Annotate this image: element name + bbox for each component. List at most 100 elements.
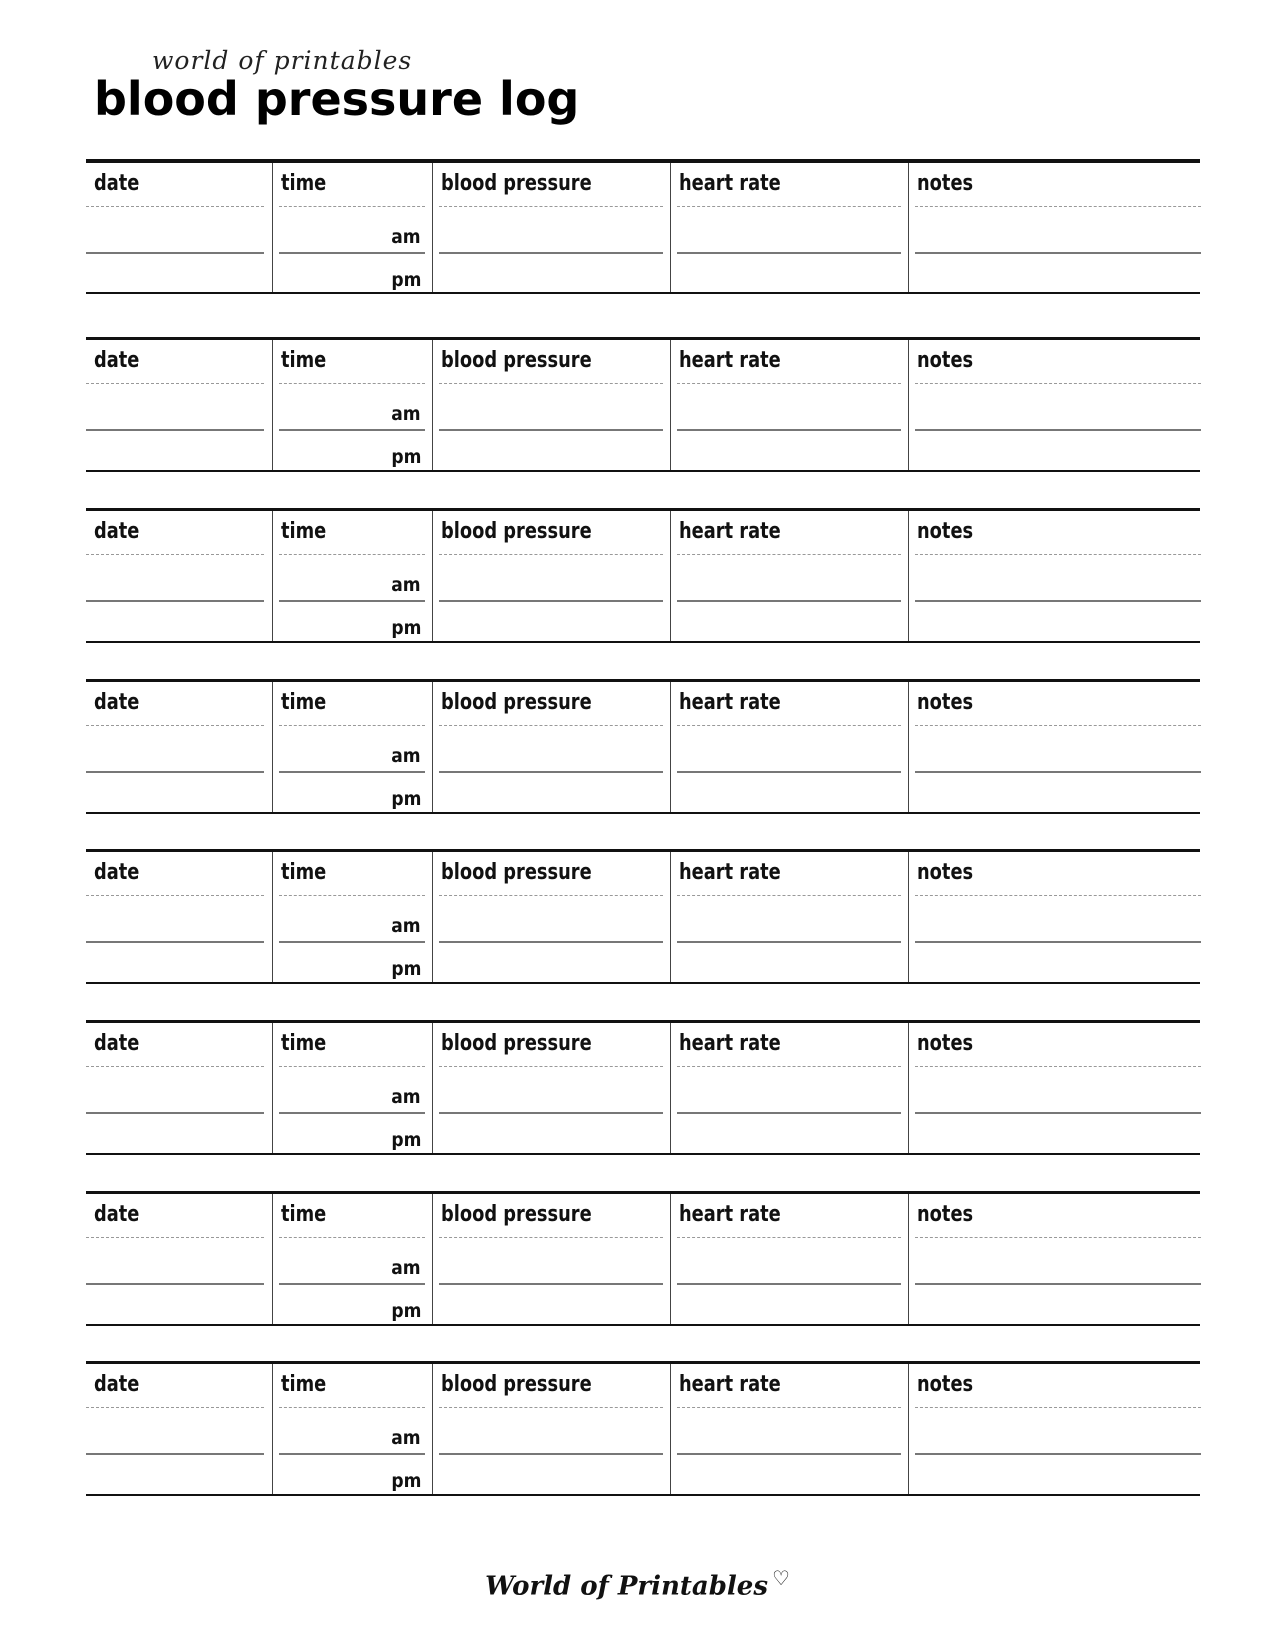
column-header: heart rate [679, 171, 781, 196]
column-date[interactable]: date [86, 682, 272, 812]
column-time[interactable]: time am pm [272, 163, 433, 292]
write-line [279, 252, 425, 254]
dashed-divider [279, 895, 425, 896]
column-header: blood pressure [441, 1031, 592, 1056]
column-notes[interactable]: notes [908, 852, 1201, 982]
column-blood-pressure[interactable]: blood pressure [432, 340, 671, 470]
log-entry: date time am pm blood pressure heart rate note… [86, 1361, 1201, 1496]
column-time[interactable]: time am pm [272, 1364, 433, 1494]
dashed-divider [439, 1407, 663, 1408]
column-date[interactable]: date [86, 163, 272, 292]
column-blood-pressure[interactable]: blood pressure [432, 1364, 671, 1494]
dashed-divider [279, 206, 425, 207]
dashed-divider [915, 206, 1201, 207]
write-line [439, 600, 663, 602]
write-line [279, 600, 425, 602]
write-line [439, 429, 663, 431]
write-line [439, 252, 663, 254]
write-line [915, 600, 1201, 602]
column-notes[interactable]: notes [908, 1023, 1201, 1153]
column-blood-pressure[interactable]: blood pressure [432, 852, 671, 982]
column-heart-rate[interactable]: heart rate [670, 340, 909, 470]
column-date[interactable]: date [86, 1194, 272, 1324]
column-notes[interactable]: notes [908, 682, 1201, 812]
log-entry: date time am pm blood pressure heart rate note… [86, 337, 1201, 472]
write-line [279, 771, 425, 773]
dashed-divider [915, 1407, 1201, 1408]
column-blood-pressure[interactable]: blood pressure [432, 163, 671, 292]
write-line [915, 1453, 1201, 1455]
write-line [86, 1112, 264, 1114]
column-notes[interactable]: notes [908, 340, 1201, 470]
column-blood-pressure[interactable]: blood pressure [432, 682, 671, 812]
write-line [279, 1283, 425, 1285]
am-label: am [391, 915, 421, 937]
log-entry: date time am pm blood pressure heart rate note… [86, 1191, 1201, 1326]
column-heart-rate[interactable]: heart rate [670, 1194, 909, 1324]
column-date[interactable]: date [86, 340, 272, 470]
column-header: blood pressure [441, 171, 592, 196]
dashed-divider [86, 725, 264, 726]
write-line [439, 941, 663, 943]
pm-label: pm [390, 1300, 421, 1322]
column-date[interactable]: date [86, 511, 272, 641]
write-line [439, 1283, 663, 1285]
dashed-divider [915, 1066, 1201, 1067]
column-header: heart rate [679, 348, 781, 373]
column-blood-pressure[interactable]: blood pressure [432, 511, 671, 641]
column-notes[interactable]: notes [908, 163, 1201, 292]
dashed-divider [86, 554, 264, 555]
column-date[interactable]: date [86, 1364, 272, 1494]
write-line [915, 941, 1201, 943]
write-line [677, 429, 901, 431]
column-time[interactable]: time am pm [272, 852, 433, 982]
dashed-divider [439, 206, 663, 207]
column-header: date [94, 348, 140, 373]
column-heart-rate[interactable]: heart rate [670, 682, 909, 812]
dashed-divider [86, 895, 264, 896]
column-heart-rate[interactable]: heart rate [670, 1023, 909, 1153]
column-header: time [281, 690, 327, 715]
dashed-divider [86, 1066, 264, 1067]
page-title: blood pressure log [94, 72, 580, 126]
column-time[interactable]: time am pm [272, 511, 433, 641]
column-header: time [281, 860, 327, 885]
column-header: time [281, 1031, 327, 1056]
column-blood-pressure[interactable]: blood pressure [432, 1194, 671, 1324]
column-time[interactable]: time am pm [272, 682, 433, 812]
column-header: date [94, 519, 140, 544]
log-entry: date time am pm blood pressure heart rate note… [86, 1020, 1201, 1155]
dashed-divider [677, 554, 901, 555]
column-header: blood pressure [441, 519, 592, 544]
write-line [677, 252, 901, 254]
column-header: blood pressure [441, 860, 592, 885]
column-date[interactable]: date [86, 1023, 272, 1153]
column-notes[interactable]: notes [908, 511, 1201, 641]
column-header: notes [917, 348, 974, 373]
brand-script: world of printables [152, 46, 413, 75]
column-heart-rate[interactable]: heart rate [670, 1364, 909, 1494]
write-line [439, 1112, 663, 1114]
write-line [86, 1283, 264, 1285]
column-header: time [281, 1202, 327, 1227]
column-header: blood pressure [441, 348, 592, 373]
column-date[interactable]: date [86, 852, 272, 982]
dashed-divider [677, 725, 901, 726]
column-time[interactable]: time am pm [272, 340, 433, 470]
column-header: time [281, 171, 327, 196]
column-header: time [281, 519, 327, 544]
column-blood-pressure[interactable]: blood pressure [432, 1023, 671, 1153]
column-heart-rate[interactable]: heart rate [670, 852, 909, 982]
write-line [677, 1112, 901, 1114]
dashed-divider [86, 383, 264, 384]
column-time[interactable]: time am pm [272, 1194, 433, 1324]
column-time[interactable]: time am pm [272, 1023, 433, 1153]
pm-label: pm [390, 788, 421, 810]
column-header: heart rate [679, 860, 781, 885]
write-line [677, 1453, 901, 1455]
column-notes[interactable]: notes [908, 1364, 1201, 1494]
column-heart-rate[interactable]: heart rate [670, 511, 909, 641]
footer-brand: World of Printables ♡ [0, 1566, 1275, 1602]
column-notes[interactable]: notes [908, 1194, 1201, 1324]
column-heart-rate[interactable]: heart rate [670, 163, 909, 292]
